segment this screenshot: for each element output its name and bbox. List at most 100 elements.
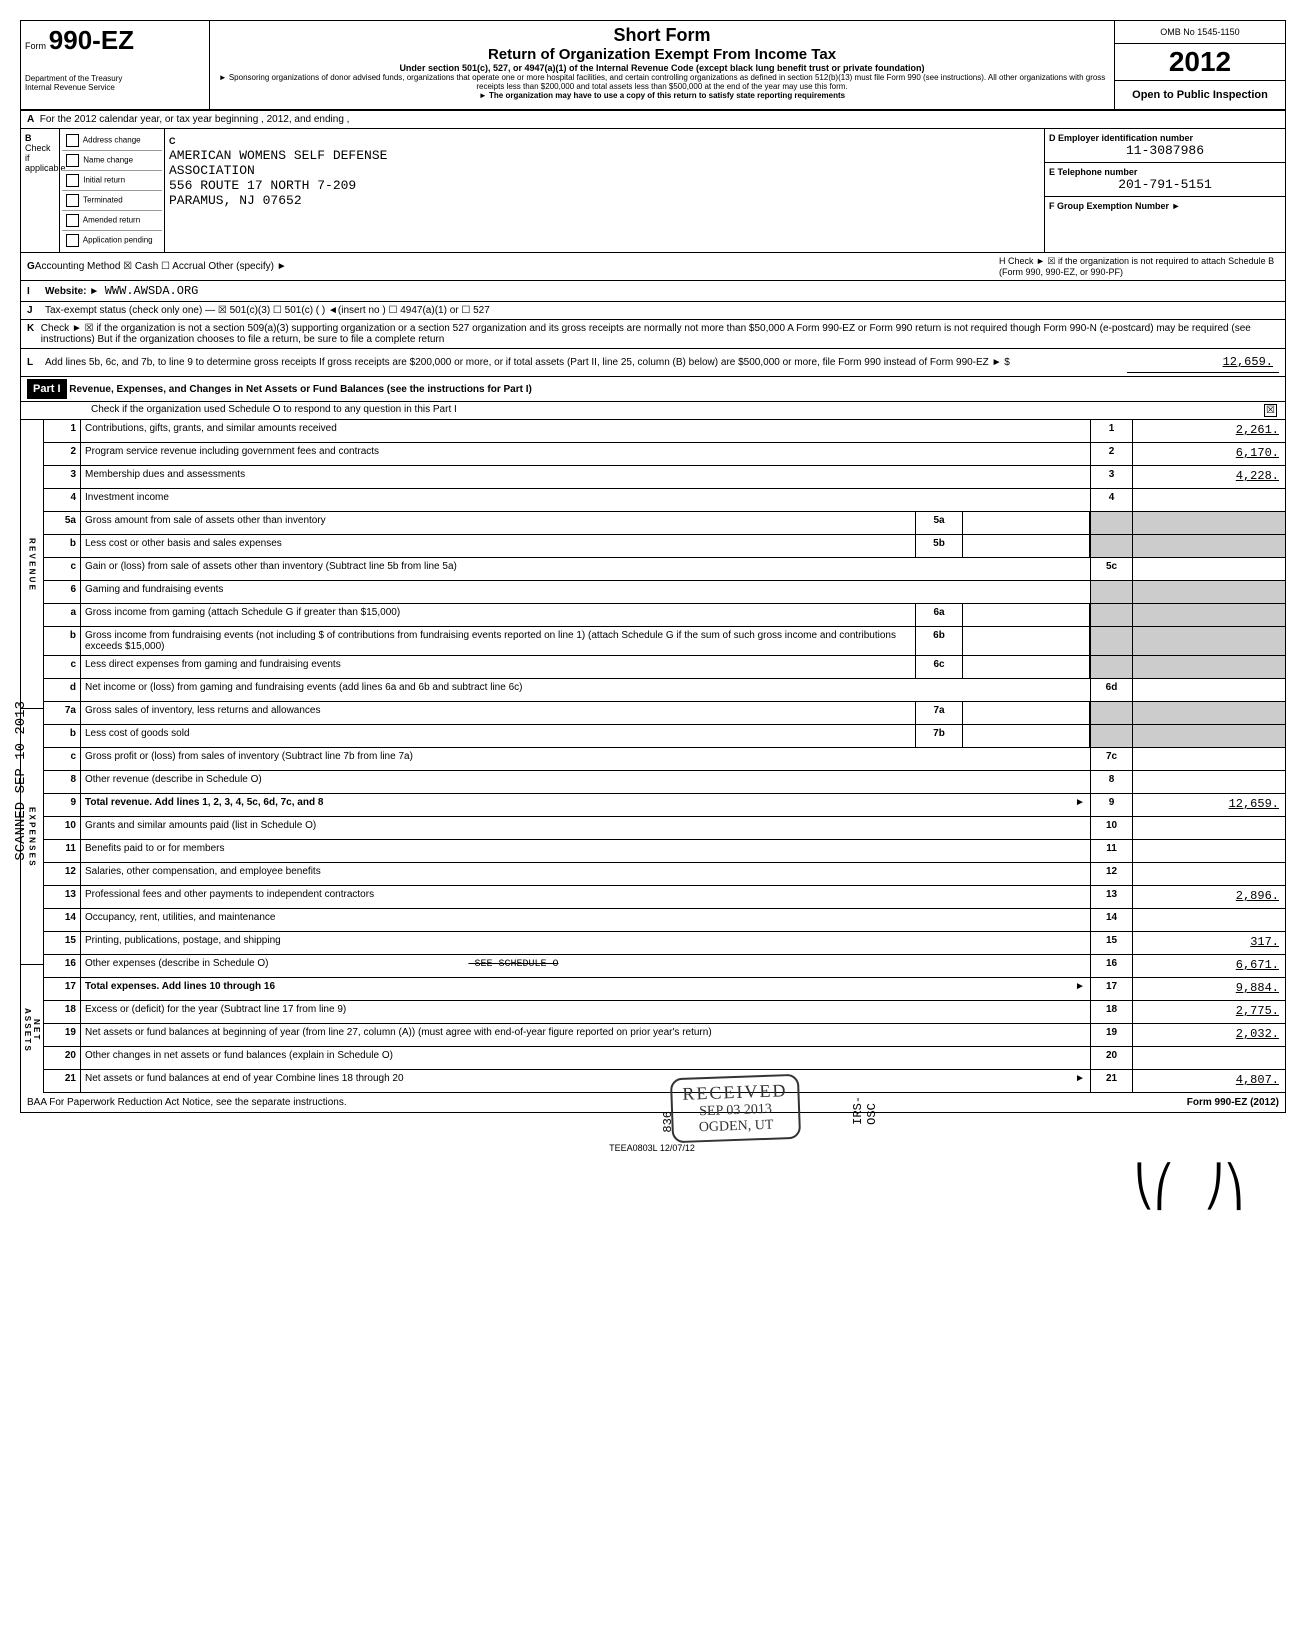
- row-number: 19: [44, 1024, 81, 1046]
- f-label: F Group Exemption Number ►: [1049, 201, 1180, 211]
- chk-label: Terminated: [83, 196, 123, 205]
- arrow-icon: ►: [1075, 978, 1090, 1000]
- chk-label: Address change: [83, 136, 141, 145]
- line-l-text: Add lines 5b, 6c, and 7b, to line 9 to d…: [45, 357, 1127, 368]
- table-row: 17Total expenses. Add lines 10 through 1…: [44, 978, 1285, 1001]
- row-description: Program service revenue including govern…: [81, 443, 1090, 465]
- amount: 317.: [1133, 932, 1285, 954]
- chk-address-change[interactable]: Address change: [62, 131, 162, 151]
- table-row: cLess direct expenses from gaming and fu…: [44, 656, 1285, 679]
- ein: 11-3087986: [1049, 143, 1281, 158]
- row-number: 1: [44, 420, 81, 442]
- arrow-icon: ►: [1075, 794, 1090, 816]
- table-row: 1Contributions, gifts, grants, and simil…: [44, 420, 1285, 443]
- row-description: Other changes in net assets or fund bala…: [81, 1047, 1090, 1069]
- table-row: 10Grants and similar amounts paid (list …: [44, 817, 1285, 840]
- footer-left: BAA For Paperwork Reduction Act Notice, …: [27, 1097, 347, 1108]
- row-number: 5a: [44, 512, 81, 534]
- row-number: c: [44, 558, 81, 580]
- table-row: 8Other revenue (describe in Schedule O)8: [44, 771, 1285, 794]
- row-description: Salaries, other compensation, and employ…: [81, 863, 1090, 885]
- table-row: 7aGross sales of inventory, less returns…: [44, 702, 1285, 725]
- row-number: d: [44, 679, 81, 701]
- mid-line-no: 5a: [915, 512, 963, 534]
- line-no: 1: [1090, 420, 1133, 442]
- line-no-shaded: [1090, 702, 1133, 724]
- open-to-public: Open to Public Inspection: [1115, 81, 1285, 109]
- mid-value: [963, 535, 1090, 557]
- amount: [1133, 771, 1285, 793]
- line-no: 21: [1090, 1070, 1133, 1092]
- line-no: 7c: [1090, 748, 1133, 770]
- line-no: 20: [1090, 1047, 1133, 1069]
- row-description: Gross income from fundraising events (no…: [81, 627, 915, 655]
- table-row: dNet income or (loss) from gaming and fu…: [44, 679, 1285, 702]
- line-no-shaded: [1090, 535, 1133, 557]
- section-bcdef: BCheck if applicable Address change Name…: [21, 129, 1285, 253]
- title-return: Return of Organization Exempt From Incom…: [218, 46, 1106, 63]
- form-number: 990-EZ: [49, 25, 134, 55]
- amount: 6,671.: [1133, 955, 1285, 977]
- line-no: 14: [1090, 909, 1133, 931]
- line-no: 8: [1090, 771, 1133, 793]
- dept-treasury: Department of the Treasury: [25, 74, 205, 83]
- row-description: Less cost or other basis and sales expen…: [81, 535, 915, 557]
- org-name-2: ASSOCIATION: [169, 163, 255, 178]
- row-description: Gain or (loss) from sale of assets other…: [81, 558, 1090, 580]
- row-description: Printing, publications, postage, and shi…: [81, 932, 1090, 954]
- table-row: 19Net assets or fund balances at beginni…: [44, 1024, 1285, 1047]
- chk-application-pending[interactable]: Application pending: [62, 231, 162, 250]
- row-number: 10: [44, 817, 81, 839]
- amount-shaded: [1133, 604, 1285, 626]
- line-no: 11: [1090, 840, 1133, 862]
- table-row: 9Total revenue. Add lines 1, 2, 3, 4, 5c…: [44, 794, 1285, 817]
- footer-right: Form 990-EZ (2012): [1187, 1097, 1279, 1108]
- line-no-shaded: [1090, 627, 1133, 655]
- line-no: 15: [1090, 932, 1133, 954]
- mid-line-no: 5b: [915, 535, 963, 557]
- row-description: Grants and similar amounts paid (list in…: [81, 817, 1090, 839]
- table-row: bLess cost or other basis and sales expe…: [44, 535, 1285, 558]
- stamp-836: 836: [661, 1111, 675, 1133]
- line-a-text: For the 2012 calendar year, or tax year …: [40, 114, 350, 125]
- col-def: D Employer identification number 11-3087…: [1045, 129, 1285, 252]
- amount: [1133, 558, 1285, 580]
- mid-line-no: 7b: [915, 725, 963, 747]
- line-no: 9: [1090, 794, 1133, 816]
- part-1-checkbox[interactable]: ☒: [1264, 404, 1277, 417]
- chk-amended[interactable]: Amended return: [62, 211, 162, 231]
- line-k: KCheck ► ☒ if the organization is not a …: [21, 320, 1285, 349]
- table-row: bLess cost of goods sold7b: [44, 725, 1285, 748]
- line-no: 4: [1090, 489, 1133, 511]
- amount: [1133, 679, 1285, 701]
- line-i-label: Website: ►: [45, 286, 99, 297]
- row-number: 14: [44, 909, 81, 931]
- mid-line-no: 6c: [915, 656, 963, 678]
- chk-initial-return[interactable]: Initial return: [62, 171, 162, 191]
- table-row: cGross profit or (loss) from sales of in…: [44, 748, 1285, 771]
- amount: 2,896.: [1133, 886, 1285, 908]
- table-row: bGross income from fundraising events (n…: [44, 627, 1285, 656]
- amount: [1133, 1047, 1285, 1069]
- row-number: 12: [44, 863, 81, 885]
- table-row: 4Investment income4: [44, 489, 1285, 512]
- amount-shaded: [1133, 627, 1285, 655]
- chk-label: Name change: [83, 156, 133, 165]
- line-j: JTax-exempt status (check only one) — ☒ …: [21, 302, 1285, 320]
- amount: 4,228.: [1133, 466, 1285, 488]
- row-number: 13: [44, 886, 81, 908]
- chk-label: Initial return: [83, 176, 125, 185]
- amount-shaded: [1133, 656, 1285, 678]
- chk-name-change[interactable]: Name change: [62, 151, 162, 171]
- tax-year: 2012: [1115, 44, 1285, 81]
- chk-terminated[interactable]: Terminated: [62, 191, 162, 211]
- tab-revenue: R E V E N U E: [21, 420, 44, 708]
- table-row: 21Net assets or fund balances at end of …: [44, 1070, 1285, 1093]
- table-row: 13Professional fees and other payments t…: [44, 886, 1285, 909]
- amount: [1133, 909, 1285, 931]
- box-d: D Employer identification number 11-3087…: [1045, 129, 1285, 163]
- row-description: Benefits paid to or for members: [81, 840, 1090, 862]
- row-number: a: [44, 604, 81, 626]
- irs: Internal Revenue Service: [25, 83, 205, 92]
- line-h-text: H Check ► ☒ if the organization is not r…: [999, 256, 1279, 277]
